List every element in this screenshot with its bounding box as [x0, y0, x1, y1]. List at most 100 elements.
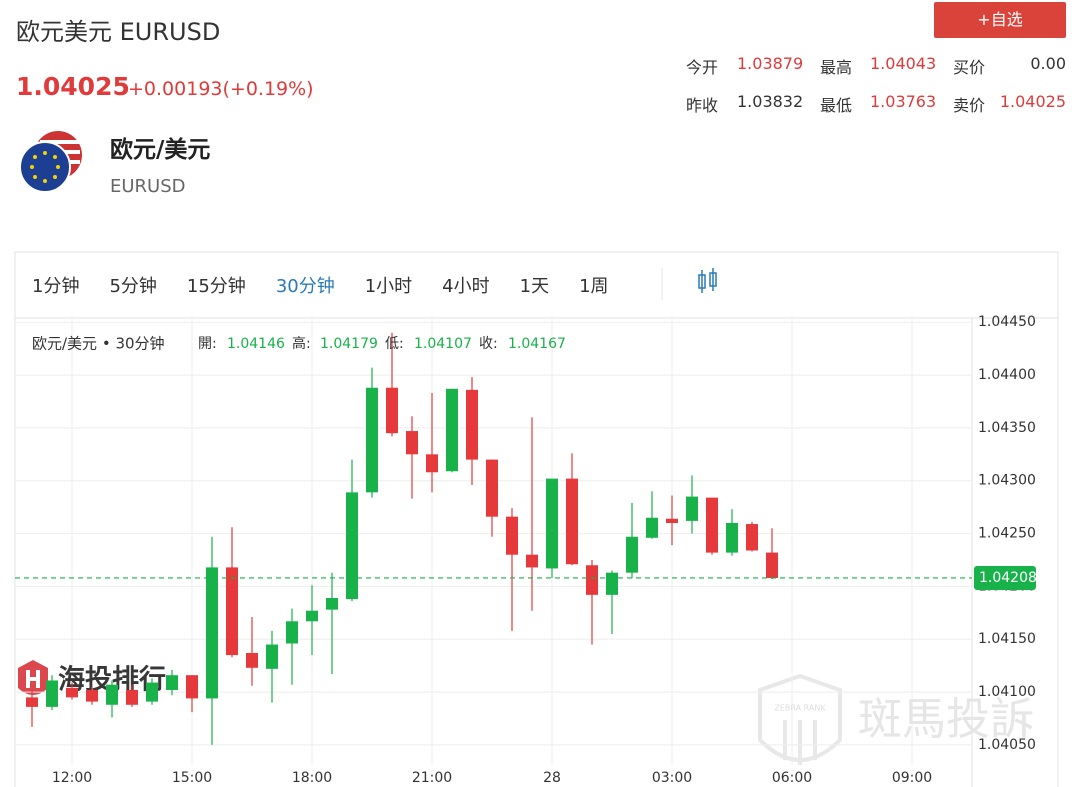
- y-tick-label: 1.04150: [978, 631, 1036, 647]
- candle-body: [366, 387, 378, 493]
- y-tick-label: 1.04100: [978, 684, 1036, 700]
- quote-label: 卖价: [953, 96, 986, 115]
- candle-body: [686, 496, 698, 521]
- candle-body: [346, 492, 358, 600]
- y-tick-label: 1.04250: [978, 526, 1036, 542]
- candle-body: [86, 689, 98, 702]
- x-tick-label: 15:00: [172, 770, 212, 786]
- candle-body: [566, 478, 578, 565]
- candle-body: [726, 523, 738, 553]
- chart-legend: 欧元/美元 • 30分钟 開: 1.04146 高: 1.04179 低: 1.04107 收…: [32, 335, 566, 353]
- candle-body: [766, 552, 778, 578]
- interval-tab[interactable]: 1分钟: [32, 276, 80, 297]
- legend-value: 1.04107: [414, 336, 472, 352]
- legend-label: 收:: [479, 336, 498, 352]
- candle-body: [506, 516, 518, 555]
- interval-tabs: 1分钟 5分钟 15分钟 30分钟 1小时 4小时 1天 1周: [32, 272, 609, 298]
- quote-value: 1.03832: [737, 92, 804, 111]
- quote-value: 1.03879: [737, 54, 804, 73]
- quote-value: 1.04043: [870, 54, 937, 73]
- candle-body: [266, 644, 278, 669]
- chart-frame: [14, 251, 1059, 787]
- last-price-label: 1.04208: [979, 570, 1037, 586]
- watermark-text: 斑馬投訴: [858, 694, 1034, 745]
- candle-body: [186, 675, 198, 699]
- quote-value: 1.03763: [870, 92, 937, 111]
- grid: [15, 318, 972, 765]
- legend-symbol: 欧元/美元 • 30分钟: [32, 335, 165, 353]
- y-tick-label: 1.04400: [978, 367, 1036, 383]
- candle-body: [646, 517, 658, 538]
- candle-body: [146, 682, 158, 702]
- legend-label: 高:: [292, 335, 311, 352]
- price-change: +0.00193(+0.19%): [128, 78, 314, 100]
- legend-label: 低:: [385, 336, 404, 352]
- candle-body: [706, 497, 718, 553]
- instrument-name: 欧元/美元: [110, 137, 211, 163]
- interval-tab[interactable]: 1天: [519, 276, 550, 297]
- candle-body: [526, 554, 538, 568]
- page-title: 欧元美元 EURUSD: [16, 18, 221, 46]
- x-tick-label: 06:00: [772, 770, 812, 786]
- candle-body: [446, 388, 458, 472]
- interval-tab[interactable]: 1周: [579, 276, 609, 297]
- x-tick-label: 09:00: [892, 770, 932, 786]
- watermark-badge-text: ZEBRA RANK: [774, 704, 826, 713]
- candle-body: [166, 675, 178, 690]
- legend-value: 1.04167: [508, 336, 566, 352]
- candle-body: [306, 610, 318, 622]
- x-tick-label: 21:00: [412, 770, 452, 786]
- y-tick-label: 1.04350: [978, 420, 1036, 436]
- x-tick-label: 12:00: [52, 770, 92, 786]
- legend-value: 1.04179: [320, 336, 378, 352]
- candle-body: [226, 567, 238, 656]
- flag-icon: [19, 131, 82, 193]
- candle-body: [486, 459, 498, 517]
- interval-tab[interactable]: 5分钟: [109, 276, 157, 297]
- watermark-badge: [758, 673, 842, 765]
- quote-label: 最高: [820, 58, 853, 77]
- legend-label: 開:: [198, 336, 217, 352]
- quote-value: 0.00: [1030, 54, 1066, 73]
- interval-tab[interactable]: 15分钟: [186, 276, 246, 297]
- candle-body: [326, 598, 338, 610]
- candle-body: [206, 567, 218, 699]
- interval-tab[interactable]: 4小时: [442, 276, 490, 297]
- candle-body: [426, 454, 438, 473]
- candle-body: [106, 684, 118, 705]
- x-tick-label: 03:00: [652, 770, 692, 786]
- y-tick-label: 1.04450: [978, 314, 1036, 330]
- watchlist-button[interactable]: +自选: [934, 2, 1066, 38]
- candle-body: [126, 689, 138, 705]
- last-price-tag: [974, 565, 1036, 590]
- quote-label: 今开: [686, 58, 719, 77]
- x-tick-label: 18:00: [292, 770, 332, 786]
- candle-body: [546, 478, 558, 569]
- x-tick-label: 28: [543, 770, 561, 786]
- last-price: 1.04025: [16, 72, 130, 101]
- legend-value: 1.04146: [227, 336, 285, 352]
- instrument-code: EURUSD: [110, 176, 186, 197]
- interval-tab[interactable]: 30分钟: [275, 276, 335, 297]
- quote-label: 昨收: [686, 96, 719, 115]
- candle-body: [406, 431, 418, 455]
- interval-tab[interactable]: 1小时: [364, 276, 413, 297]
- candle-body: [586, 565, 598, 595]
- candle-body: [246, 652, 258, 668]
- candle-body: [286, 621, 298, 644]
- y-tick-label: 1.04050: [978, 737, 1036, 753]
- candle-body: [66, 687, 78, 698]
- candle-body: [26, 697, 38, 707]
- watermark-logo: [18, 660, 48, 695]
- quote-value: 1.04025: [999, 92, 1066, 111]
- candle-body: [746, 524, 758, 551]
- candle-body: [466, 389, 478, 460]
- candle-body: [386, 387, 398, 434]
- quote-label: 买价: [953, 58, 986, 77]
- candle-icon[interactable]: [698, 268, 717, 293]
- quote-label: 最低: [820, 96, 853, 115]
- candle-body: [666, 518, 678, 524]
- candle-body: [626, 536, 638, 573]
